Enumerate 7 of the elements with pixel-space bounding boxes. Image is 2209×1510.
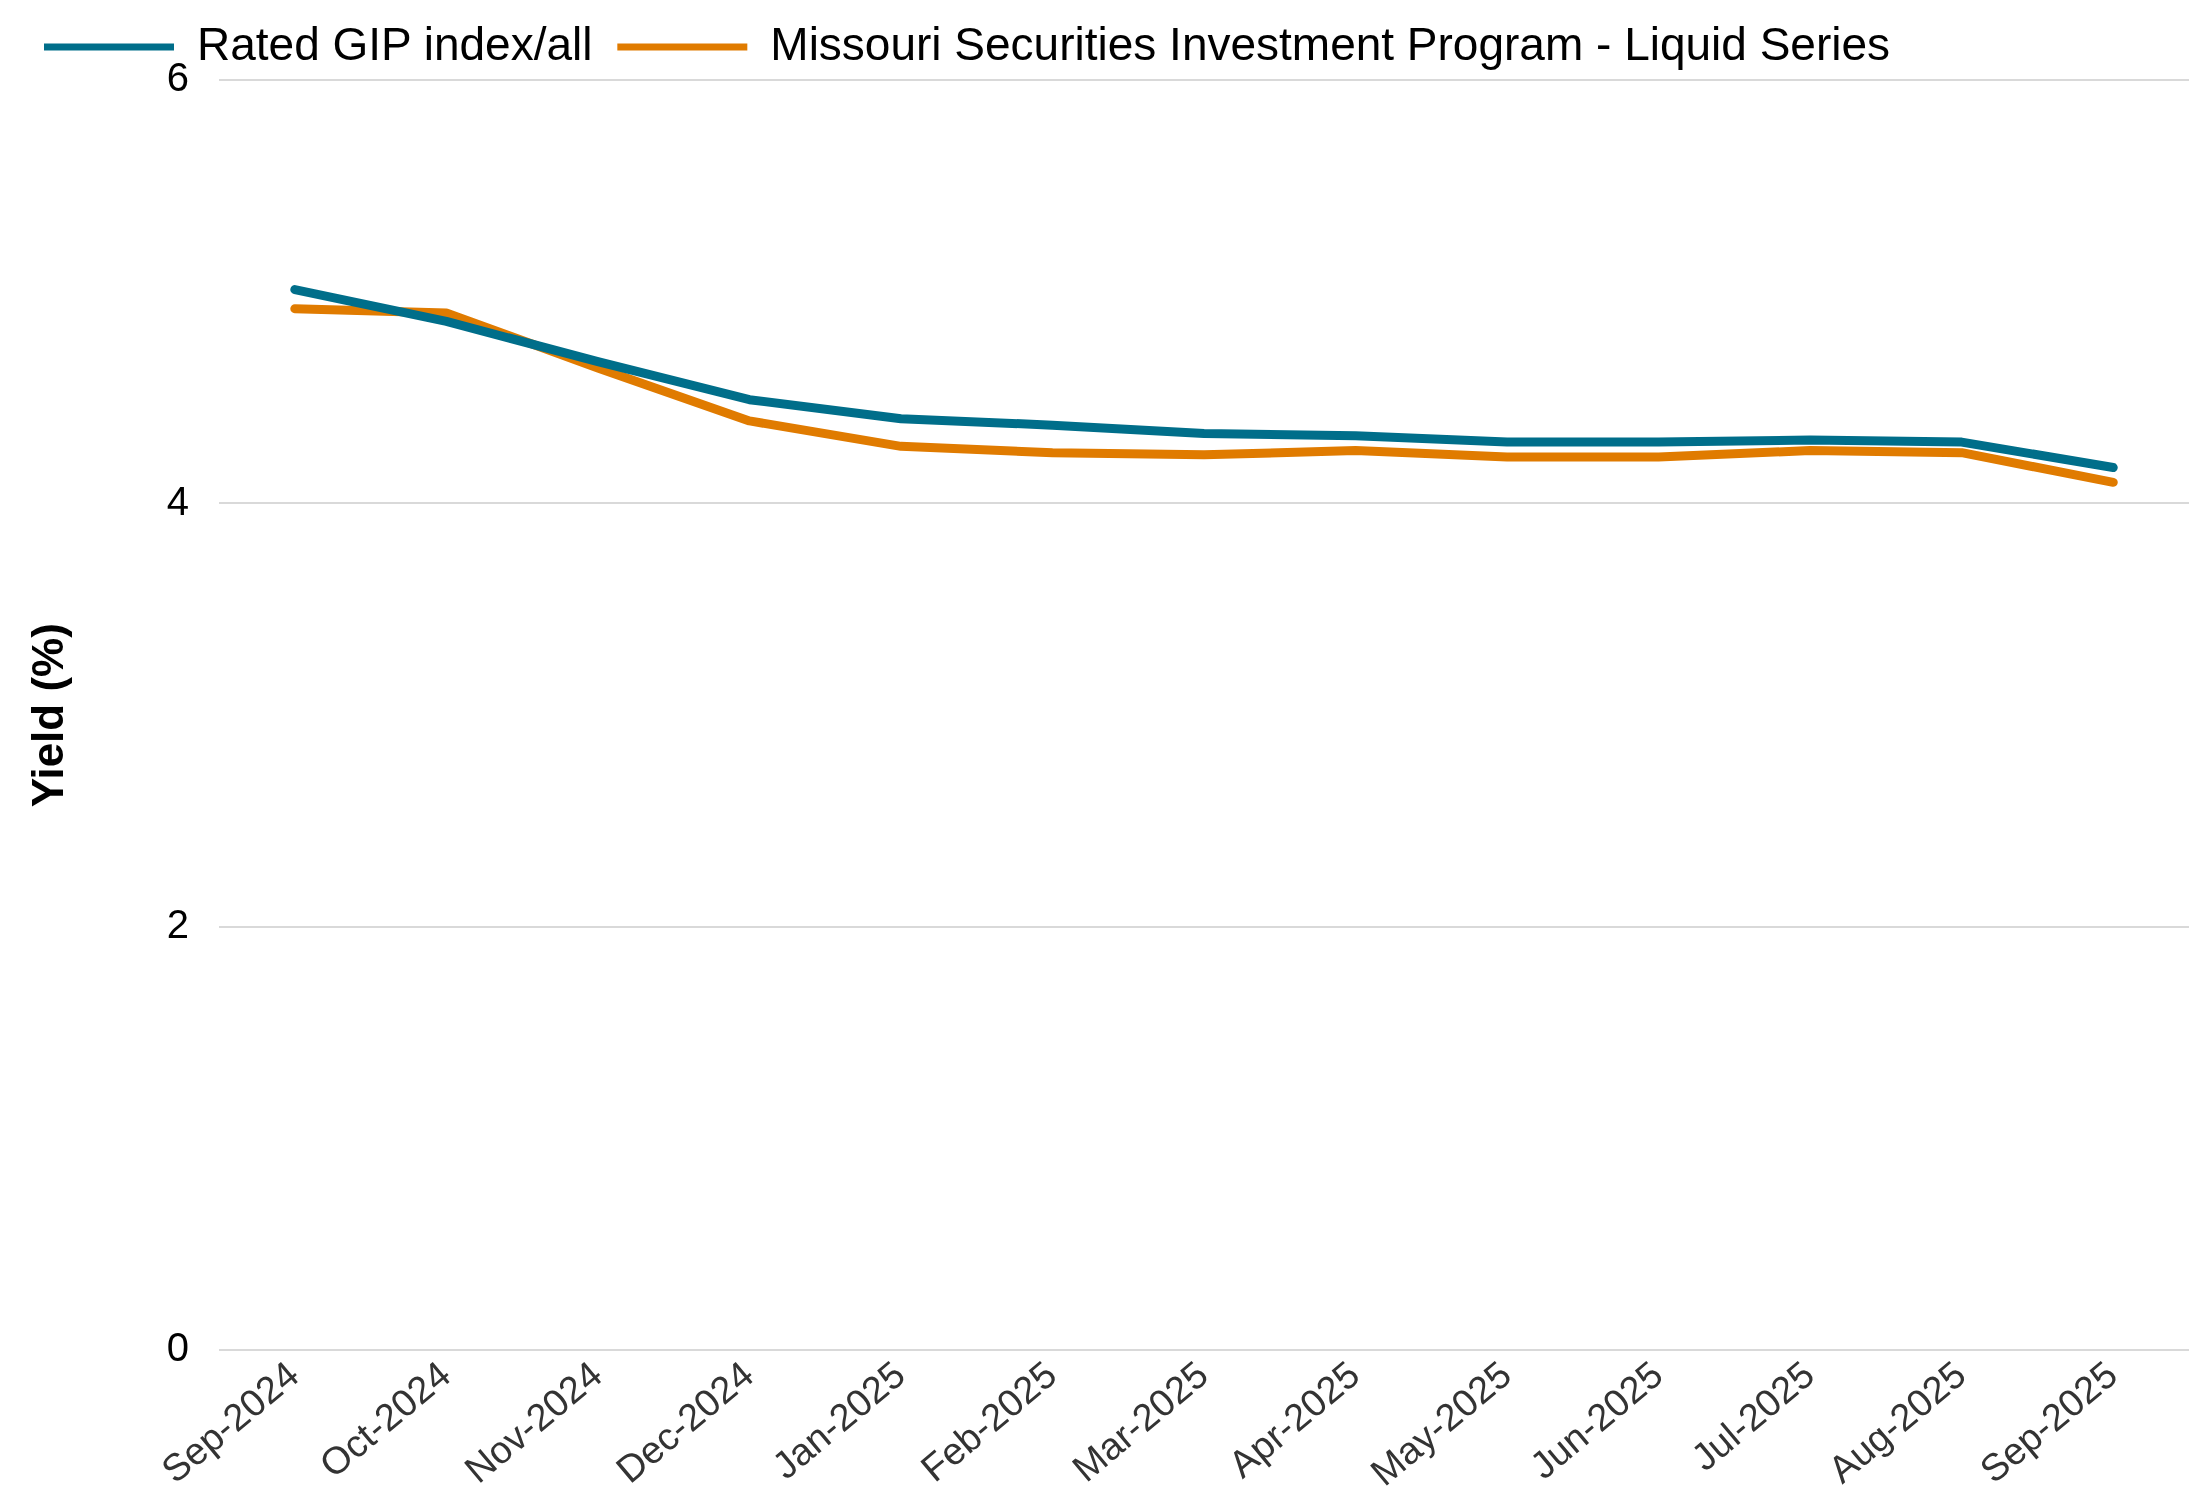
y-tick-label: 0 [166, 1325, 190, 1370]
legend-label: Rated GIP index/all [197, 17, 593, 70]
y-tick-label: 6 [166, 55, 190, 100]
y-tick-label: 2 [166, 902, 190, 946]
y-axis-title: Yield (%) [22, 623, 72, 808]
legend-label: Missouri Securities Investment Program - Liquid Series [770, 17, 1891, 70]
y-tick-label: 4 [166, 478, 190, 523]
